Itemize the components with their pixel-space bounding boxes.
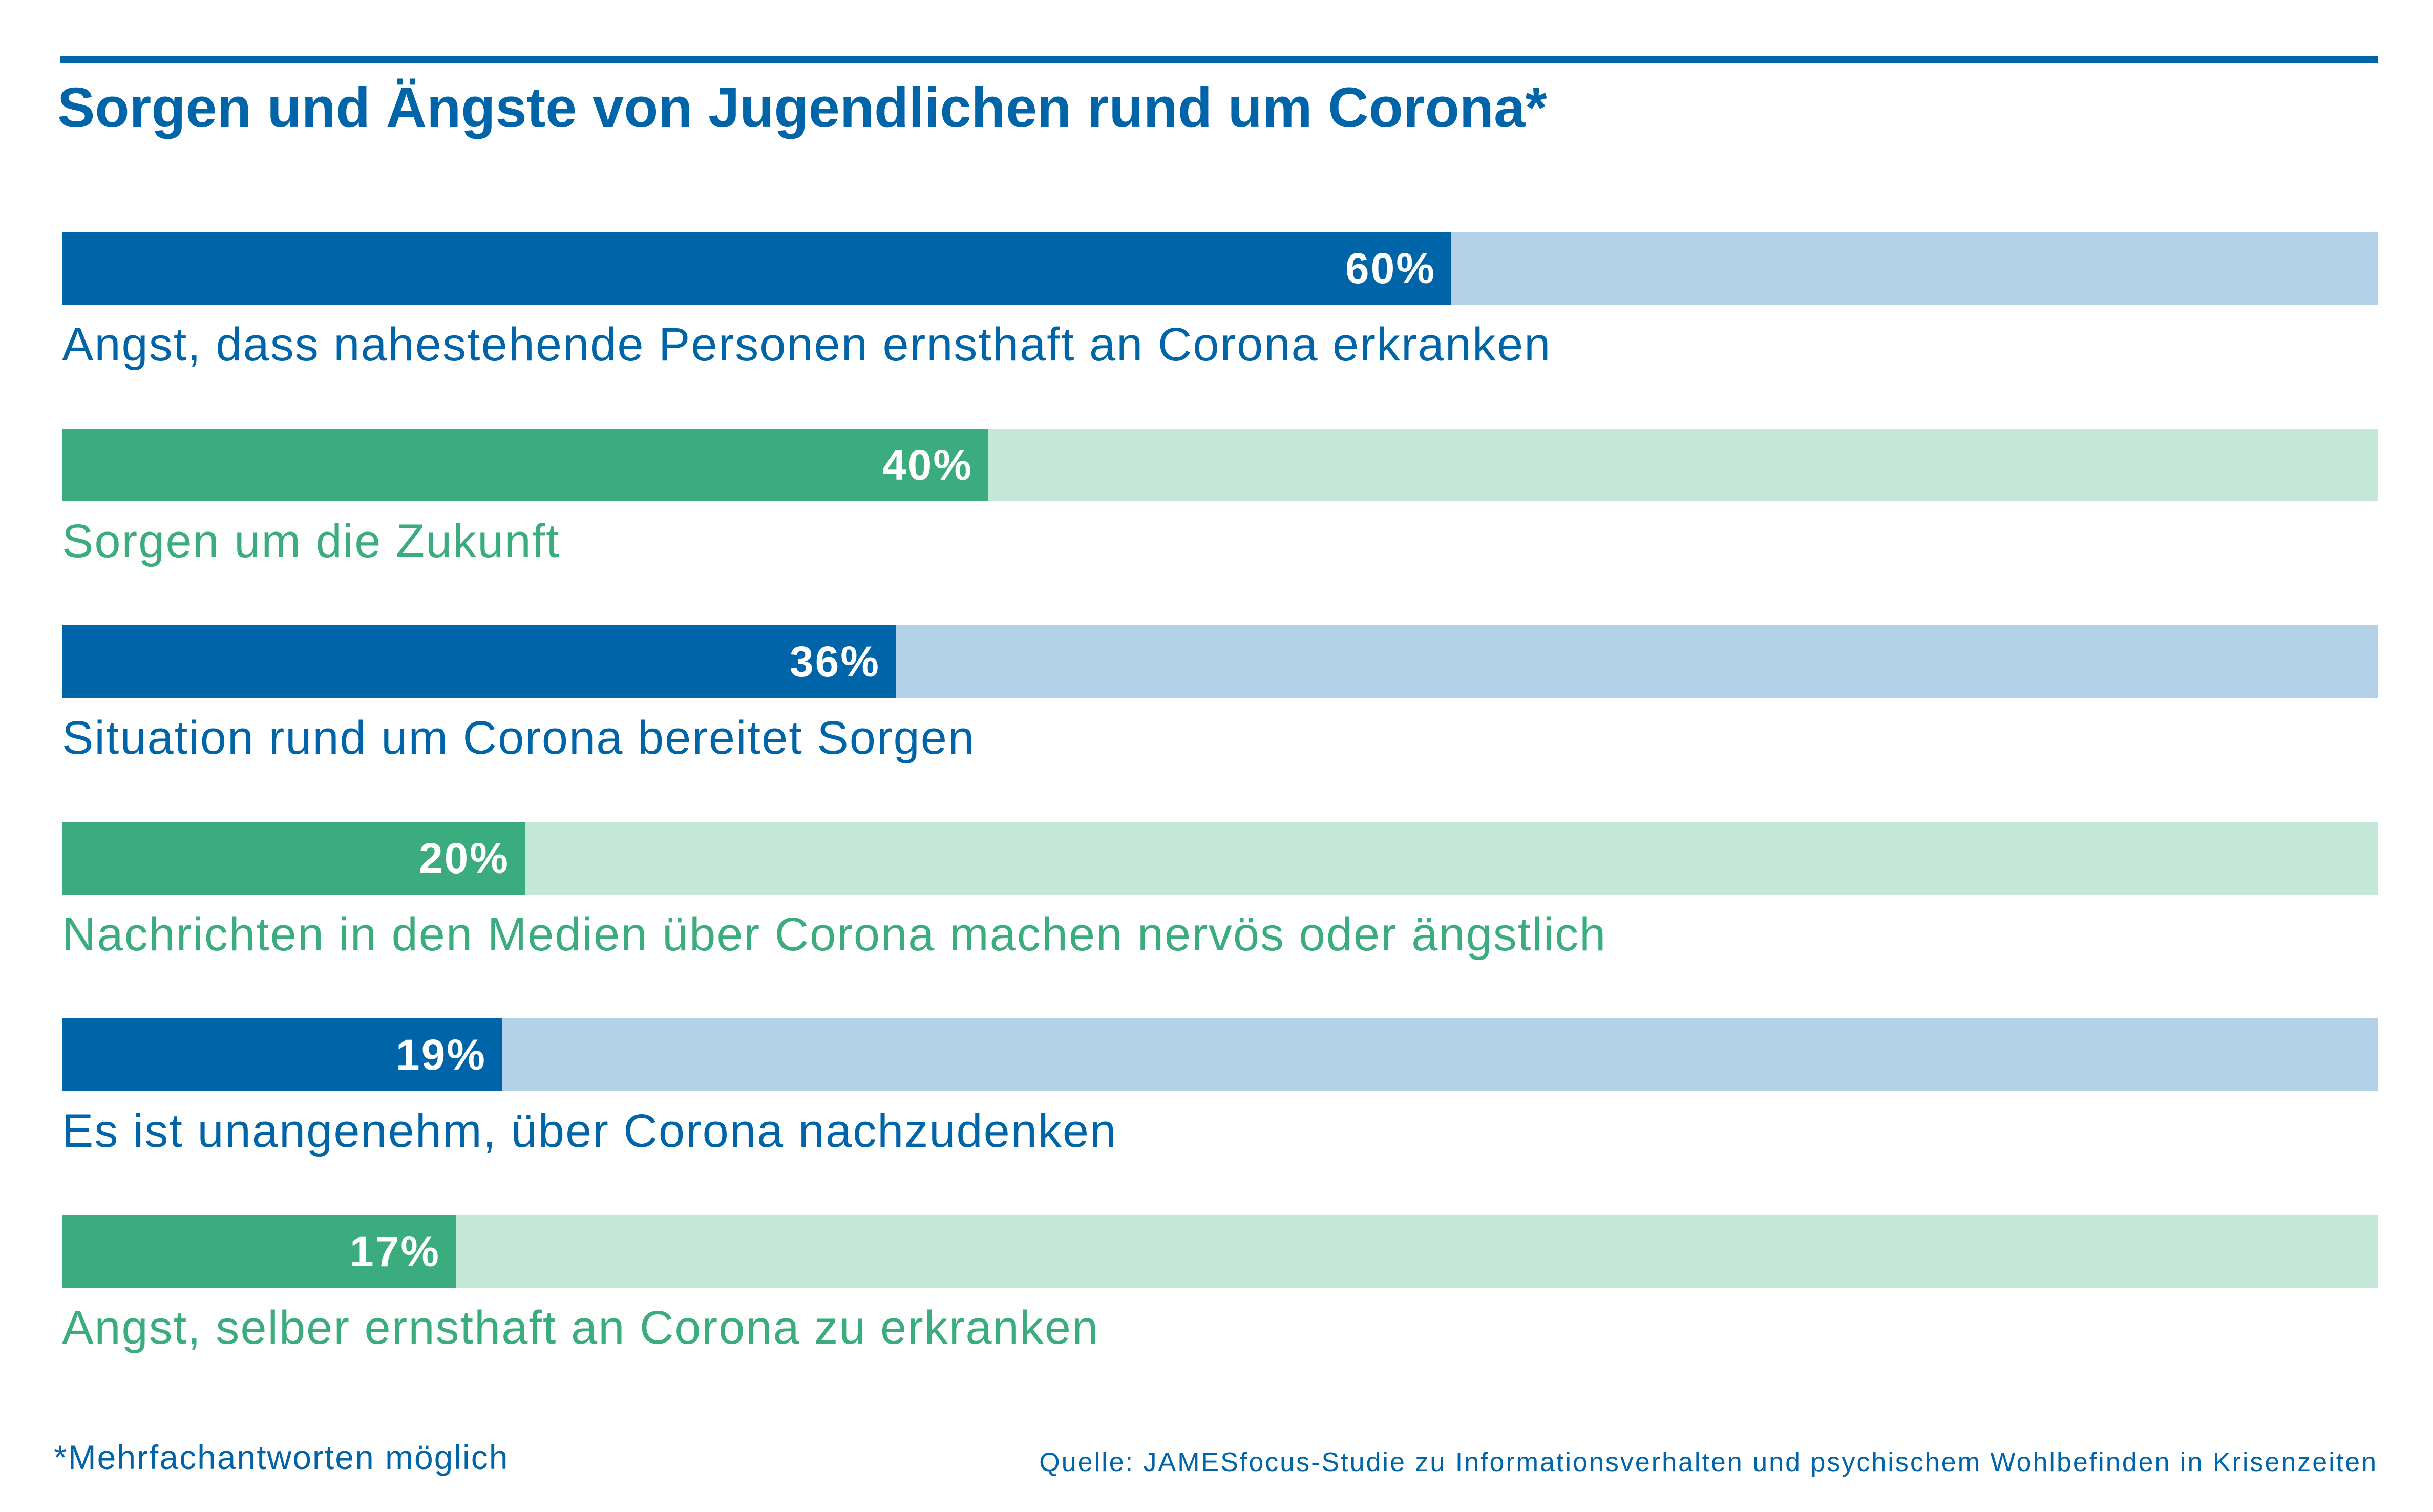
top-rule xyxy=(60,56,2378,63)
value-label: 40% xyxy=(882,441,973,489)
footnote: *Mehrfachantworten möglich xyxy=(54,1438,509,1476)
category-label: Angst, selber ernsthaft an Corona zu erk… xyxy=(62,1302,1099,1354)
value-label: 19% xyxy=(395,1031,486,1079)
value-label: 17% xyxy=(349,1227,440,1275)
category-label: Situation rund um Corona bereitet Sorgen xyxy=(62,712,976,764)
value-label: 60% xyxy=(1345,244,1436,292)
category-label: Es ist unangenehm, über Corona nachzuden… xyxy=(62,1105,1117,1157)
bar xyxy=(62,232,1451,305)
source-note: Quelle: JAMESfocus-Studie zu Information… xyxy=(1039,1447,2378,1477)
chart-title: Sorgen und Ängste von Jugendlichen rund … xyxy=(57,76,1547,139)
bar xyxy=(62,1018,502,1091)
bar xyxy=(62,625,896,698)
bar xyxy=(62,429,988,501)
bar xyxy=(62,1215,456,1288)
category-label: Angst, dass nahestehende Personen ernsth… xyxy=(62,318,1552,371)
category-label: Sorgen um die Zukunft xyxy=(62,515,560,567)
category-label: Nachrichten in den Medien über Corona ma… xyxy=(62,908,1607,961)
value-label: 20% xyxy=(418,834,510,882)
bar xyxy=(62,822,525,895)
value-label: 36% xyxy=(789,637,880,686)
